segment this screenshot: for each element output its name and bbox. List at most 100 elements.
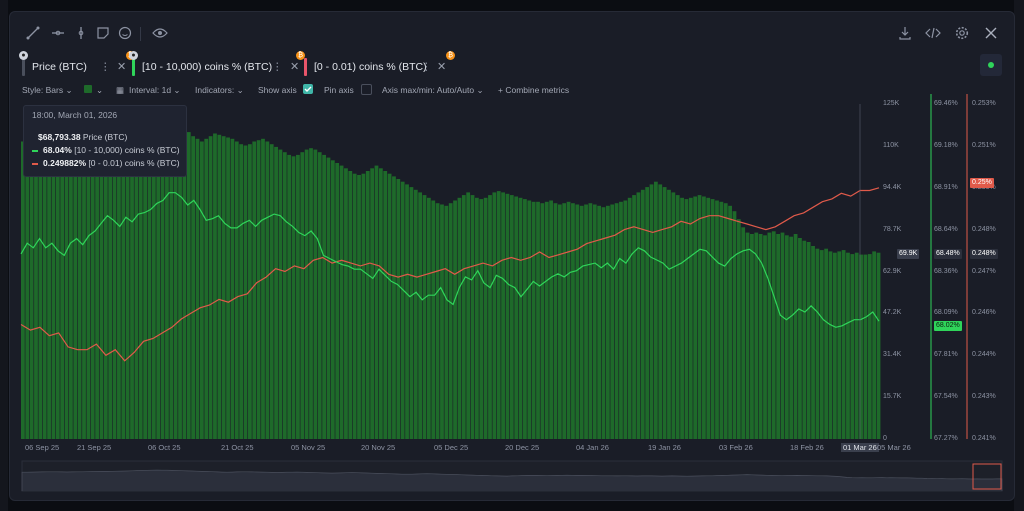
price-axis-tick: 31.4K [883, 351, 902, 359]
price-bar [693, 196, 698, 439]
price-bar [413, 189, 418, 439]
price-bar [553, 203, 558, 439]
emoji-icon[interactable] [117, 26, 133, 42]
price-bar [103, 124, 108, 439]
red-axis-tick: 0.248% [972, 225, 996, 233]
price-bar [73, 133, 78, 439]
price-bar [872, 251, 877, 439]
x-axis-tick: 20 Dec 25 [505, 443, 540, 452]
price-bar [256, 140, 261, 439]
more-options-icon[interactable]: ⋮ [272, 61, 283, 73]
price-bar [169, 121, 174, 440]
price-bar [710, 199, 715, 439]
btc-icon: ₿ [296, 51, 305, 60]
price-bar [304, 149, 309, 439]
price-bar [357, 175, 361, 439]
show-axis-checkbox[interactable] [303, 84, 313, 94]
draw-line-icon[interactable] [25, 26, 41, 42]
price-bar [291, 156, 296, 440]
price-bar [365, 171, 370, 439]
price-bar [592, 204, 597, 439]
tab-holders-0-001[interactable]: [0 - 0.01) coins % (BTC) ⋮ ✕ ₿ [304, 51, 455, 78]
price-bar [440, 204, 444, 439]
price-bar [614, 203, 619, 439]
chart-plot[interactable] [10, 12, 1014, 500]
price-bar [863, 254, 868, 439]
price-bar [383, 171, 388, 439]
price-bar [60, 137, 65, 439]
x-axis-tick: 01 Mar 26 [841, 443, 879, 452]
interval-dropdown[interactable]: Interval: 1d ⌄ [129, 85, 181, 95]
price-bar [82, 130, 86, 440]
settings-gear-icon[interactable] [954, 26, 970, 42]
price-bar [540, 203, 545, 439]
price-bar [108, 122, 113, 440]
price-bar [221, 136, 226, 439]
chevron-down-icon[interactable]: ⌄ [96, 85, 104, 95]
price-bar [706, 197, 711, 439]
eye-icon[interactable] [152, 26, 168, 42]
vertical-line-icon[interactable] [73, 26, 89, 42]
price-bar [422, 195, 427, 439]
tooltip-red-value: 0.249882% [43, 158, 87, 168]
price-bar [736, 219, 741, 439]
price-bar [562, 203, 567, 439]
price-bar [802, 240, 807, 439]
price-bar [627, 197, 632, 439]
price-bar [688, 197, 693, 439]
price-bar [597, 205, 602, 439]
expand-button[interactable] [980, 54, 1002, 76]
style-dropdown[interactable]: Style: Bars ⌄ [22, 85, 73, 95]
x-axis-tick: 21 Sep 25 [77, 443, 112, 452]
combine-metrics-button[interactable]: + Combine metrics [498, 85, 570, 95]
price-bar [117, 117, 121, 440]
price-bar [265, 141, 270, 439]
toolbar [10, 12, 1014, 56]
price-bar [418, 192, 423, 439]
price-bar [378, 168, 383, 440]
price-bar [662, 187, 667, 439]
price-bar [182, 129, 187, 439]
price-bar [776, 234, 780, 439]
bar-color-swatch[interactable] [84, 85, 92, 93]
interval-label: Interval: 1d [129, 85, 172, 95]
close-tab-icon[interactable]: ✕ [437, 61, 447, 73]
price-bar [405, 184, 409, 439]
more-options-icon[interactable]: ⋮ [421, 61, 432, 73]
navigator-handle[interactable] [972, 463, 1002, 490]
price-bar [723, 203, 728, 439]
close-tab-icon[interactable]: ✕ [117, 61, 127, 73]
price-bar [234, 141, 239, 439]
price-bar [335, 163, 340, 439]
red-axis-tick: 0.251% [972, 141, 996, 149]
price-bar [636, 192, 641, 439]
green-axis-tick: 69.46% [934, 100, 958, 107]
price-bar [344, 168, 348, 440]
price-bar [527, 200, 532, 439]
price-bar [754, 232, 759, 439]
close-icon[interactable] [983, 26, 999, 42]
red-axis-tick: 0.244% [972, 351, 996, 359]
pin-axis-checkbox[interactable] [361, 84, 372, 95]
price-axis-tick: 62.9K [883, 267, 902, 275]
price-bar [274, 146, 278, 439]
download-icon[interactable] [897, 26, 913, 42]
price-bar [99, 125, 104, 440]
horizontal-line-icon[interactable] [50, 26, 66, 42]
green-current-label: 68.02% [934, 321, 962, 331]
indicators-dropdown[interactable]: Indicators: ⌄ [195, 85, 244, 95]
embed-code-icon[interactable] [925, 26, 941, 42]
price-bar [632, 195, 636, 439]
close-tab-icon[interactable]: ✕ [290, 61, 300, 73]
price-bar [300, 152, 305, 439]
axis-maxmin-dropdown[interactable]: Axis max/min: Auto/Auto ⌄ [382, 85, 484, 95]
price-bar [29, 138, 34, 440]
note-icon[interactable] [95, 26, 111, 42]
tab-holders-10-10000[interactable]: ● [10 - 10,000) coins % (BTC) ⋮ ✕ ₿ [129, 51, 305, 78]
price-bar [854, 252, 859, 439]
price-bar [798, 238, 802, 439]
price-bar [204, 138, 209, 440]
price-bar [557, 204, 562, 439]
more-options-icon[interactable]: ⋮ [100, 61, 111, 73]
price-bar [186, 132, 191, 439]
